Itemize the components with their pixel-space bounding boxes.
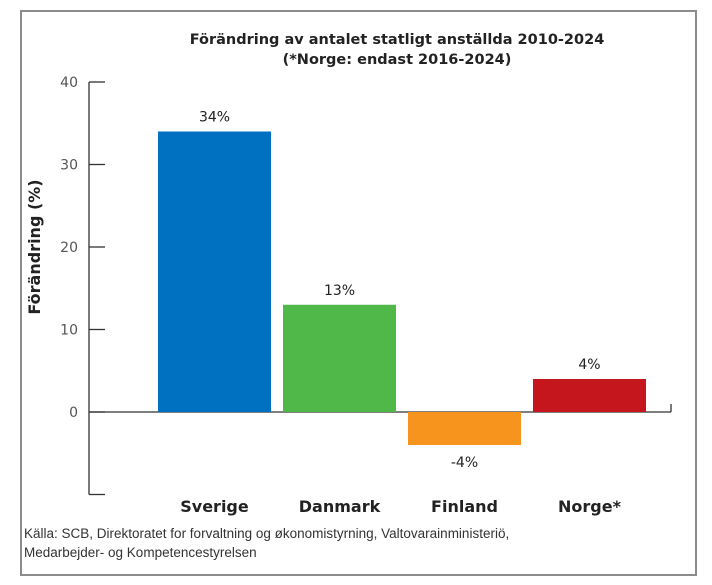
y-axis-label: Förändring (%) bbox=[25, 179, 44, 314]
y-tick-label: 20 bbox=[60, 240, 78, 256]
bars bbox=[158, 131, 646, 445]
bar-sverige bbox=[158, 131, 271, 412]
data-label: 4% bbox=[578, 357, 600, 373]
chart-title: Förändring av antalet statligt anställda… bbox=[190, 32, 605, 48]
chart-frame bbox=[20, 10, 697, 576]
data-labels: 34% 13% -4% 4% bbox=[199, 110, 601, 472]
source-line-1: Källa: SCB, Direktoratet for forvaltning… bbox=[24, 526, 510, 541]
category-label: Finland bbox=[431, 497, 498, 516]
data-label: 13% bbox=[324, 283, 355, 299]
category-labels: Sverige Danmark Finland Norge* bbox=[180, 497, 621, 516]
source-note: Källa: SCB, Direktoratet for forvaltning… bbox=[24, 524, 664, 562]
bar-norge bbox=[533, 379, 646, 412]
category-label: Sverige bbox=[180, 497, 249, 516]
bar-danmark bbox=[283, 304, 396, 412]
y-tick-label: 30 bbox=[60, 158, 78, 174]
y-tick-label: 40 bbox=[60, 75, 78, 91]
category-label: Danmark bbox=[299, 497, 381, 516]
data-label: 34% bbox=[199, 110, 230, 126]
source-line-2: Medarbejder- og Kompetencestyrelsen bbox=[24, 545, 257, 560]
y-tick-label: 0 bbox=[69, 405, 78, 421]
chart-subtitle: (*Norge: endast 2016-2024) bbox=[283, 52, 512, 68]
axes: 0 10 20 30 40 bbox=[60, 75, 672, 496]
category-label: Norge* bbox=[558, 497, 622, 516]
bar-finland bbox=[408, 412, 521, 445]
data-label: -4% bbox=[451, 455, 478, 471]
y-tick-label: 10 bbox=[60, 323, 78, 339]
